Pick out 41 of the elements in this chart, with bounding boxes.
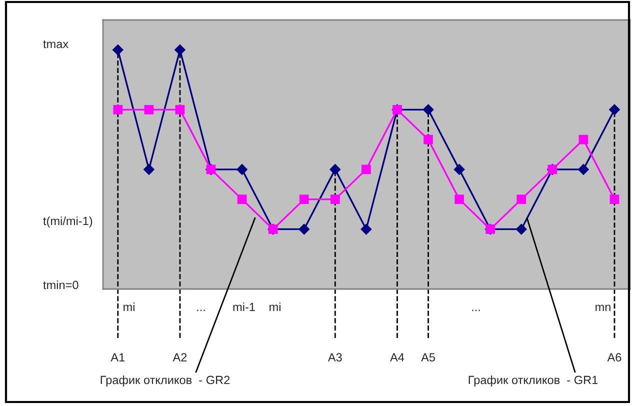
point (578, 164, 589, 175)
point (236, 164, 248, 175)
point (112, 44, 124, 56)
point (609, 104, 620, 116)
point (360, 224, 372, 235)
point (113, 104, 123, 114)
point (422, 104, 434, 116)
point (516, 224, 527, 235)
x-tick-label: A3 (328, 353, 342, 362)
point (610, 194, 620, 204)
point (299, 194, 309, 204)
point (144, 104, 154, 114)
point (330, 164, 341, 175)
text: mi (124, 302, 134, 312)
text: ... (472, 310, 480, 312)
point (424, 134, 433, 144)
point (454, 194, 464, 204)
text: tmax (43, 40, 68, 48)
text: t(mi/mi-1) (43, 216, 92, 228)
text: ... (197, 310, 205, 312)
text: mn (596, 304, 610, 312)
point (144, 164, 154, 175)
x-tick-label: A6 (607, 353, 622, 362)
x-tick-label: A1 (110, 353, 125, 362)
point (362, 164, 371, 174)
point (237, 194, 247, 204)
point (516, 194, 526, 204)
point (454, 164, 465, 175)
point (330, 194, 340, 204)
point (298, 224, 310, 235)
x-tick-label: A5 (421, 353, 435, 362)
x-tick-label: A4 (390, 353, 404, 362)
text: График откликов - GR1 (468, 375, 598, 387)
text: mi (270, 302, 280, 312)
text: График откликов - GR2 (100, 375, 230, 387)
text: tmin=0 (43, 280, 78, 290)
point (174, 44, 186, 56)
point (578, 134, 588, 144)
point (175, 104, 185, 114)
x-tick-label: A2 (172, 353, 187, 362)
text: mi-1 (233, 302, 255, 312)
